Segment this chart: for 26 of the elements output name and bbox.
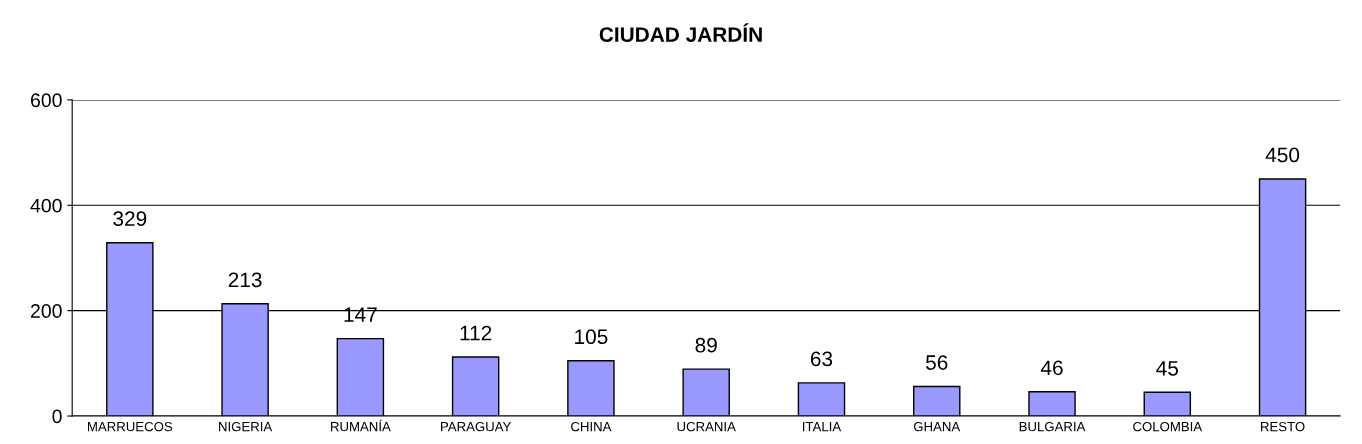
x-tick-label: PARAGUAY	[441, 421, 512, 432]
y-tick-label: 200	[31, 304, 62, 318]
data-label: 112	[460, 325, 492, 341]
x-tick-label: MARRUECOS	[88, 421, 173, 432]
x-tick-label: NIGERIA	[219, 421, 273, 432]
data-label: 45	[1156, 361, 1179, 376]
x-tick-label: RESTO	[1261, 421, 1305, 432]
x-tick-label: GHANA	[913, 421, 961, 432]
data-label: 329	[113, 211, 147, 227]
data-label: 56	[925, 355, 948, 370]
data-label: 46	[1040, 360, 1063, 376]
x-tick-label: BULGARIA	[1019, 421, 1086, 432]
x-tick-label: COLOMBIA	[1133, 421, 1203, 432]
data-label: 213	[228, 272, 262, 288]
x-tick-label: ITALIA	[803, 422, 842, 432]
data-label: 105	[575, 329, 608, 345]
y-tick-label: 400	[30, 198, 62, 213]
data-label: 63	[810, 351, 833, 367]
y-tick-label: 0	[52, 409, 62, 424]
chart-title: CIUDAD JARDÍN	[599, 23, 762, 42]
data-label: 450	[1265, 147, 1300, 163]
data-label: 89	[695, 337, 717, 353]
x-tick-label: CHINA	[571, 421, 612, 432]
x-tick-label: UCRANIA	[677, 421, 736, 432]
x-tick-label: RUMANÍA	[331, 419, 391, 432]
y-tick-label: 600	[31, 93, 62, 108]
